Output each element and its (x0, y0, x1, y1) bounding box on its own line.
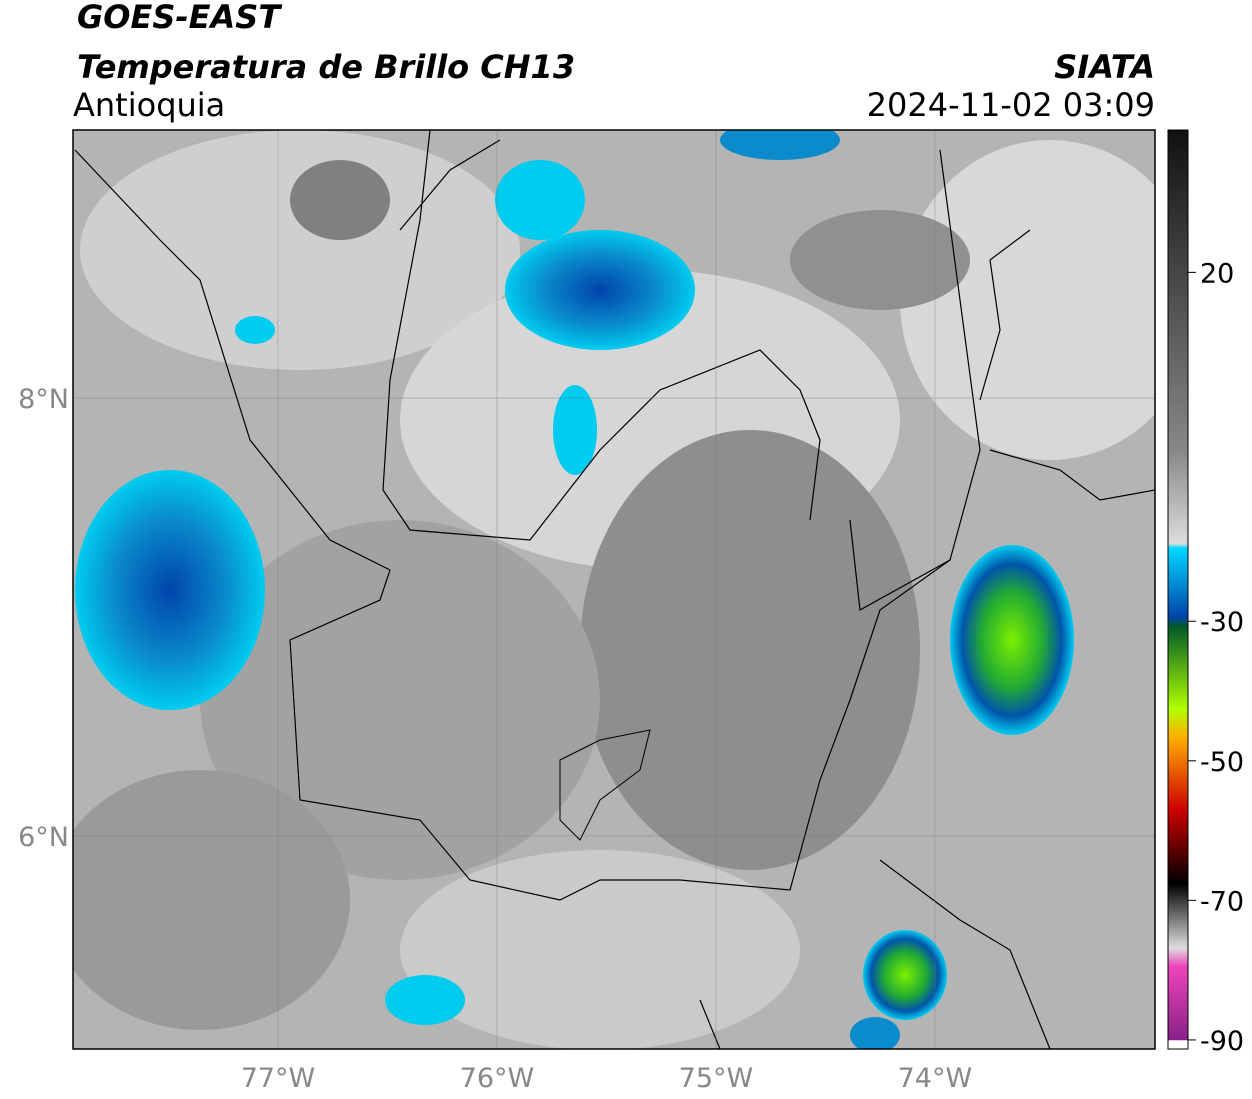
colorbar-tick-label: -70 (1200, 886, 1244, 917)
datetime: 2024-11-02 03:09 (867, 86, 1155, 124)
x-tick-label: 75°W (679, 1063, 754, 1094)
colorbar-tick-label: -50 (1200, 747, 1244, 778)
colorbar-tick-label: 20 (1200, 258, 1234, 289)
subtitle: Temperatura de Brillo CH13 (77, 48, 575, 86)
x-tick-label: 74°W (898, 1063, 973, 1094)
colorbar (1167, 129, 1189, 1050)
y-tick-label: 6°N (18, 822, 69, 853)
colorbar-tick-label: -30 (1200, 607, 1244, 638)
satellite-image (73, 130, 1155, 1049)
x-tick-label: 76°W (460, 1063, 535, 1094)
map-frame (72, 129, 1156, 1050)
source: SIATA (1054, 48, 1155, 86)
title: GOES-EAST (77, 0, 282, 36)
x-tick-label: 77°W (241, 1063, 316, 1094)
y-tick-label: 8°N (18, 384, 69, 415)
region: Antioquia (73, 86, 225, 124)
colorbar-tick-label: -90 (1200, 1026, 1244, 1057)
